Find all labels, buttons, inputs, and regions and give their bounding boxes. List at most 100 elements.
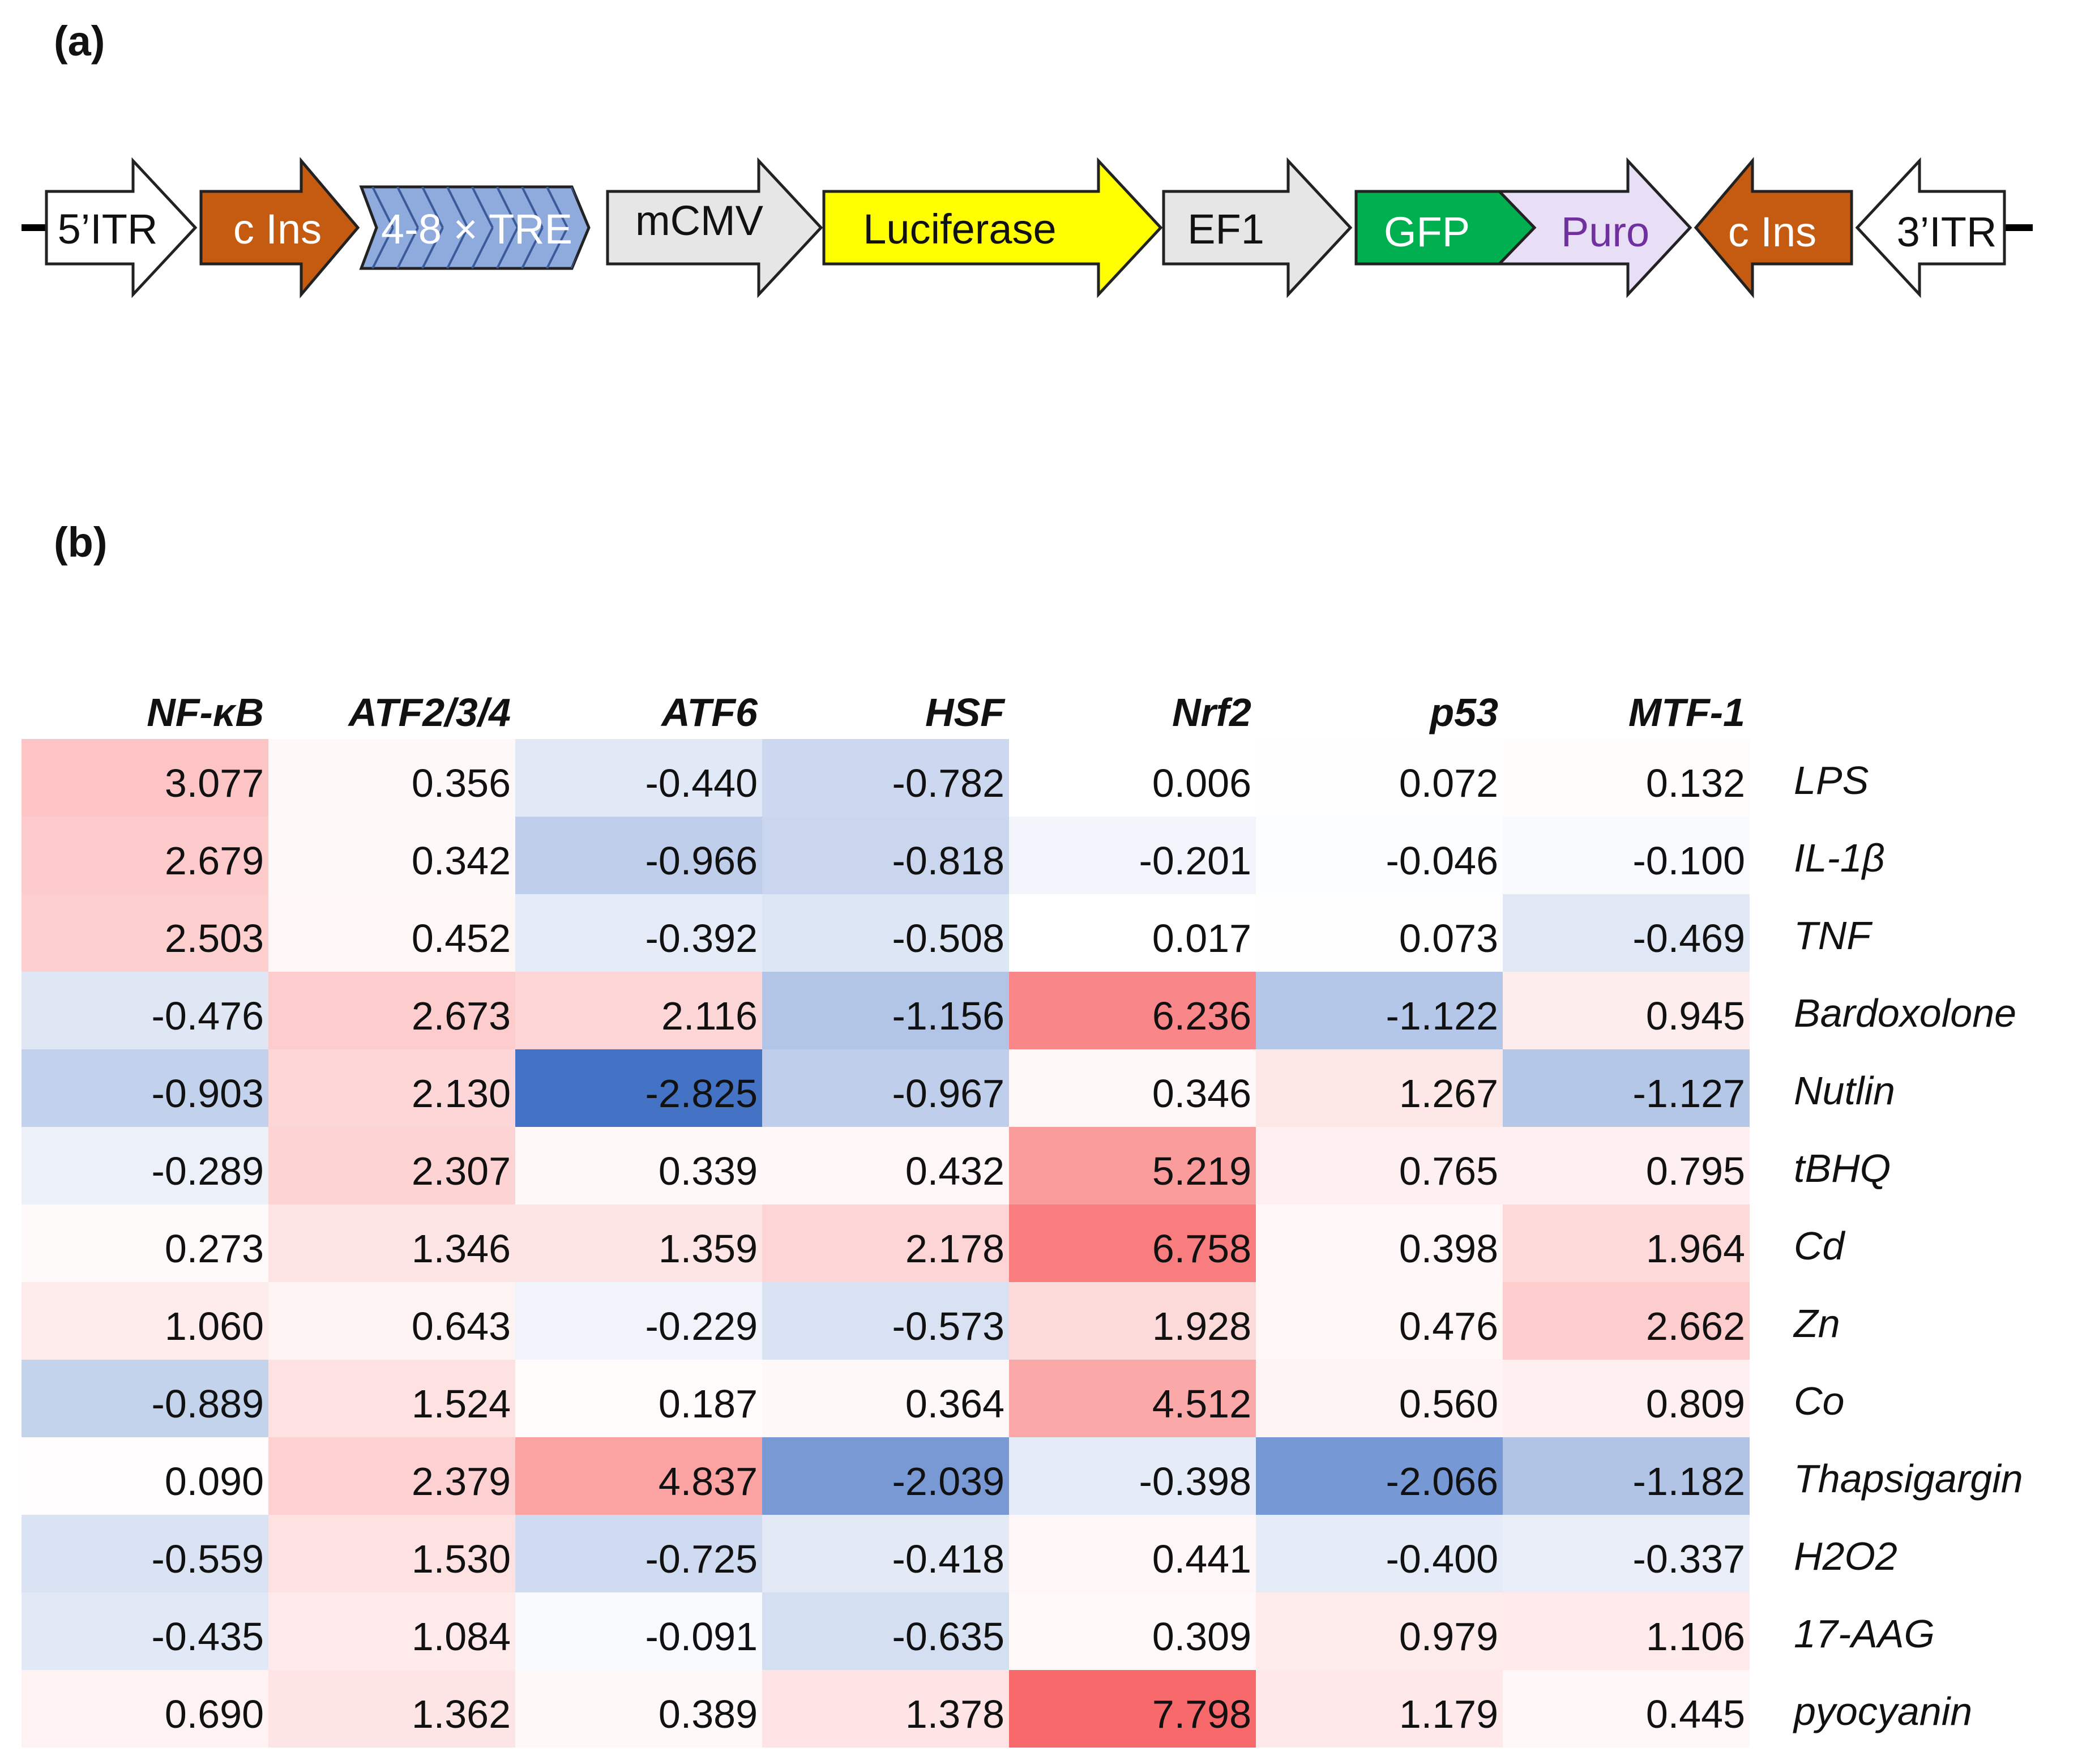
cell-value: 1.362	[412, 1692, 511, 1736]
luciferase-element-label: Luciferase	[863, 206, 1056, 253]
row-label: tBHQ	[1794, 1146, 1891, 1190]
heatmap-cell	[515, 1205, 762, 1282]
cell-value: -0.100	[1633, 839, 1745, 883]
row-label: Nutlin	[1794, 1069, 1895, 1113]
heatmap-cell	[1009, 894, 1256, 972]
panel-a-label: (a)	[54, 18, 105, 65]
cell-value: 0.979	[1399, 1614, 1498, 1659]
cell-value: 1.378	[905, 1692, 1004, 1736]
cell-value: -0.476	[152, 994, 264, 1038]
row-label: pyocyanin	[1793, 1689, 1972, 1733]
heatmap-cell	[22, 1049, 268, 1127]
c-ins-right-element: c Ins	[1694, 157, 1853, 298]
cell-value: 0.346	[1152, 1071, 1251, 1116]
heatmap-cell	[1256, 817, 1503, 894]
cell-value: 2.178	[905, 1227, 1004, 1271]
itr-3-element-label: 3’ITR	[1897, 208, 1997, 255]
heatmap-cell	[1503, 1360, 1750, 1437]
cell-value: 0.073	[1399, 916, 1498, 960]
heatmap-cell	[22, 817, 268, 894]
cell-value: -1.156	[892, 994, 1004, 1038]
cell-value: 1.060	[165, 1304, 264, 1348]
heatmap-cell	[1256, 894, 1503, 972]
cell-value: -0.903	[152, 1071, 264, 1116]
heatmap-cell	[1009, 1205, 1256, 1282]
cell-value: 0.187	[659, 1382, 758, 1426]
cell-value: 0.765	[1399, 1149, 1498, 1193]
heatmap-cell	[762, 1205, 1009, 1282]
cell-value: -0.435	[152, 1614, 264, 1659]
cell-value: -0.091	[645, 1614, 758, 1659]
itr-3-element-shape	[1855, 157, 2006, 298]
cell-value: 4.512	[1152, 1382, 1251, 1426]
heatmap-cell	[1503, 894, 1750, 972]
row-label: IL-1β	[1794, 836, 1885, 880]
heatmap-cell	[22, 1515, 268, 1592]
c-ins-left-element: c Ins	[199, 157, 360, 298]
heatmap-cell	[762, 972, 1009, 1049]
cell-value: -0.573	[892, 1304, 1004, 1348]
row-label: H2O2	[1794, 1534, 1897, 1578]
cell-value: 1.346	[412, 1227, 511, 1271]
heatmap-cell	[22, 1205, 268, 1282]
heatmap-cell	[515, 1592, 762, 1670]
gfp-element-label: GFP	[1384, 208, 1470, 255]
heatmap-cell	[22, 1592, 268, 1670]
heatmap-cell	[268, 817, 515, 894]
heatmap-cell	[22, 972, 268, 1049]
cell-value: 2.503	[165, 916, 264, 960]
heatmap-cell	[268, 739, 515, 817]
cell-value: 1.359	[659, 1227, 758, 1271]
itr-5-element-shape	[45, 157, 198, 298]
cell-value: 2.116	[661, 994, 758, 1038]
cell-value: -0.966	[645, 839, 758, 883]
column-header: Nrf2	[1172, 690, 1251, 734]
cell-value: 0.398	[1399, 1227, 1498, 1271]
mcmv-element-shape	[606, 157, 823, 298]
cell-value: 1.524	[412, 1382, 511, 1426]
heatmap-cell	[1009, 817, 1256, 894]
cell-value: -0.201	[1139, 839, 1251, 883]
heatmap-cell	[1009, 1592, 1256, 1670]
cell-value: 2.379	[412, 1459, 511, 1504]
heatmap-cell	[515, 1670, 762, 1748]
cell-value: 0.342	[412, 839, 511, 883]
heatmap-cell	[1009, 972, 1256, 1049]
column-header: MTF-1	[1628, 690, 1745, 734]
heatmap-cell	[762, 1515, 1009, 1592]
cell-value: 2.662	[1646, 1304, 1745, 1348]
heatmap-cell	[268, 1282, 515, 1360]
cell-value: -0.508	[892, 916, 1004, 960]
heatmap-cell	[1009, 739, 1256, 817]
puro-element-label: Puro	[1561, 208, 1649, 255]
heatmap-cell	[515, 972, 762, 1049]
cell-value: -2.039	[892, 1459, 1004, 1504]
cell-value: -0.392	[645, 916, 758, 960]
heatmap-cell	[1009, 1360, 1256, 1437]
cell-value: 0.560	[1399, 1382, 1498, 1426]
heatmap-cell	[1256, 1282, 1503, 1360]
heatmap-cell	[1503, 1127, 1750, 1205]
cell-value: -0.725	[645, 1537, 758, 1581]
heatmap-cell	[762, 1437, 1009, 1515]
cell-value: 2.679	[165, 839, 264, 883]
cell-value: 0.945	[1646, 994, 1745, 1038]
mcmv-element-label: mCMV	[635, 197, 764, 244]
row-label: Zn	[1793, 1301, 1840, 1346]
cell-value: -0.967	[892, 1071, 1004, 1116]
heatmap-cell	[1256, 1360, 1503, 1437]
heatmap-cell	[515, 1360, 762, 1437]
heatmap-cell	[762, 1282, 1009, 1360]
heatmap-cell	[515, 1515, 762, 1592]
c-ins-left-element-shape	[199, 157, 360, 298]
cell-value: -2.825	[645, 1071, 758, 1116]
cell-value: -0.400	[1386, 1537, 1498, 1581]
heatmap-cell	[22, 1127, 268, 1205]
cell-value: 7.798	[1152, 1692, 1251, 1736]
cell-value: 6.758	[1152, 1227, 1251, 1271]
heatmap-cell	[1009, 1670, 1256, 1748]
cell-value: 0.132	[1646, 761, 1745, 805]
itr-5-element: 5’ITR	[45, 157, 198, 298]
gfp-element: GFP	[1354, 190, 1537, 266]
itr-5-element-label: 5’ITR	[58, 206, 158, 253]
